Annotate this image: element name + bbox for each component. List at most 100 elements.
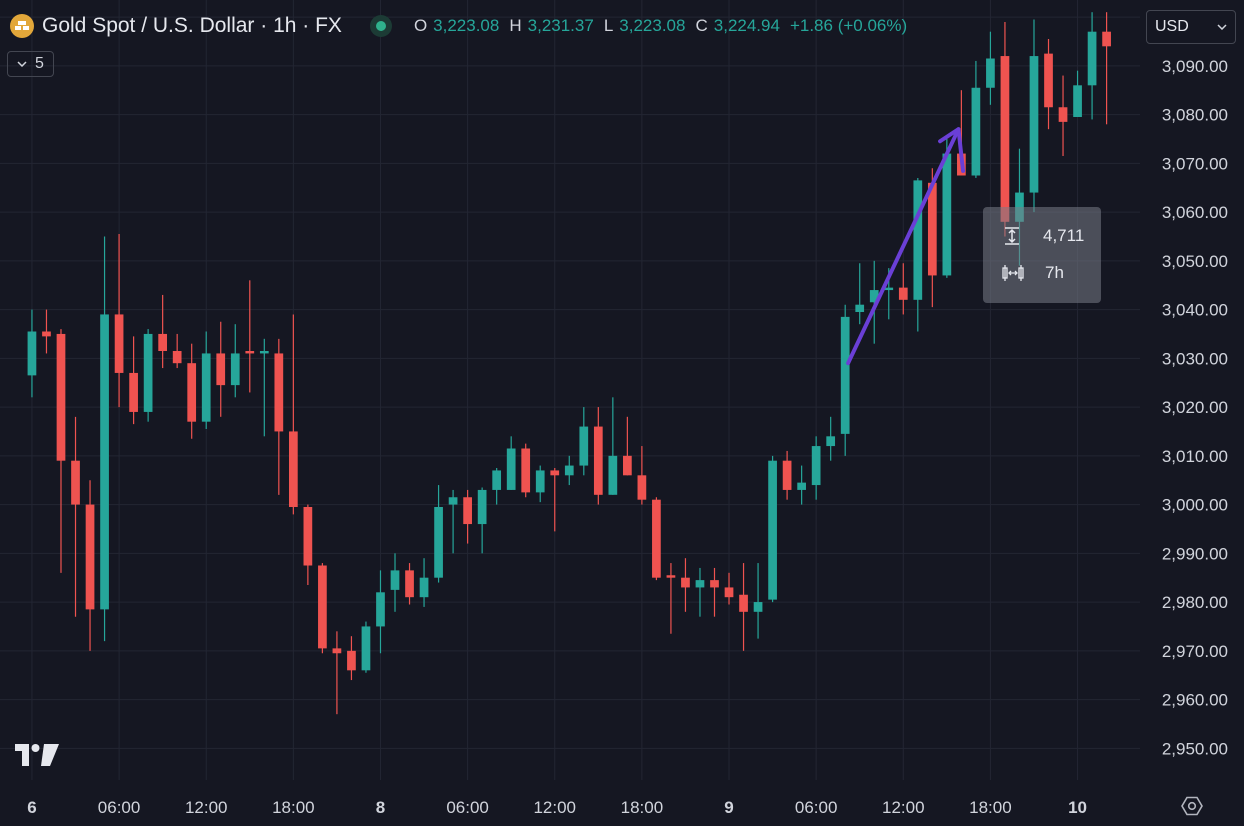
candle-body: [521, 448, 531, 493]
candle-body: [710, 580, 719, 588]
ohlc-low-value: 3,223.08: [619, 16, 686, 35]
candle-body: [405, 570, 414, 598]
y-tick-label: 3,020.00: [1162, 398, 1228, 417]
candle-body: [230, 353, 240, 386]
candle-body: [1087, 31, 1097, 86]
candle-body: [535, 470, 545, 493]
candle-body: [739, 594, 748, 612]
candle-body: [1000, 56, 1010, 222]
candle-body: [593, 426, 603, 495]
candle-body: [1102, 31, 1111, 47]
candle-body: [579, 426, 589, 466]
measure-time-range: 7h: [1045, 263, 1064, 282]
ohlc-close-value: 3,224.94: [713, 16, 780, 35]
x-tick-label: 6: [27, 798, 36, 817]
chart-header: Gold Spot / U.S. Dollar · 1h · FX O 3,223…: [10, 12, 907, 40]
candle-body: [884, 287, 894, 291]
candle-body: [347, 650, 356, 671]
y-tick-label: 2,980.00: [1162, 593, 1228, 612]
candle-body: [303, 507, 313, 566]
candle-body: [550, 470, 560, 476]
x-tick-label: 06:00: [98, 798, 141, 817]
candle-body: [172, 351, 182, 364]
measure-tooltip: 4,711 7h: [983, 207, 1101, 303]
y-tick-label: 3,030.00: [1162, 349, 1228, 368]
candle-body: [840, 316, 850, 434]
candle-body: [477, 489, 487, 525]
candle-body: [332, 648, 342, 654]
y-tick-label: 3,000.00: [1162, 496, 1228, 515]
candle-body: [42, 331, 51, 337]
y-tick-label: 3,060.00: [1162, 203, 1228, 222]
candle-body: [652, 499, 661, 578]
candle-body: [724, 587, 734, 598]
candle-body: [158, 333, 168, 351]
x-tick-label: 06:00: [446, 798, 489, 817]
candle-body: [390, 570, 400, 590]
x-tick-label: 06:00: [795, 798, 838, 817]
x-tick-label: 18:00: [621, 798, 664, 817]
x-tick-label: 10: [1068, 798, 1087, 817]
candle-body: [419, 577, 429, 598]
candle-body: [448, 497, 458, 505]
tradingview-logo-icon[interactable]: [14, 742, 60, 768]
candle-body: [1044, 53, 1053, 108]
currency-label: USD: [1155, 18, 1189, 35]
y-tick-label: 2,950.00: [1162, 739, 1228, 758]
chevron-down-icon: [17, 61, 27, 67]
y-tick-label: 3,090.00: [1162, 57, 1228, 76]
candle-body: [143, 333, 153, 412]
indicators-toggle-button[interactable]: 5: [7, 51, 54, 77]
gold-bars-icon: [10, 14, 34, 38]
candle-body: [434, 507, 443, 578]
chevron-down-icon: [1217, 24, 1227, 30]
candle-body: [971, 87, 981, 176]
price-change: +1.86 (+0.06%): [789, 16, 908, 35]
market-status-icon[interactable]: [369, 15, 392, 37]
candle-body: [666, 575, 676, 578]
candle-body: [564, 465, 574, 476]
indicators-count: 5: [35, 55, 44, 72]
candle-body: [318, 565, 327, 649]
candle-body: [855, 304, 865, 312]
candle-body: [27, 331, 37, 376]
symbol-title[interactable]: Gold Spot / U.S. Dollar · 1h · FX: [42, 14, 342, 37]
y-tick-label: 3,010.00: [1162, 447, 1228, 466]
candle-body: [898, 287, 908, 300]
ohlc-close-key: C: [695, 16, 708, 35]
candle-body: [913, 180, 923, 300]
candle-body: [637, 475, 647, 500]
candle-body: [506, 448, 516, 490]
candle-body: [187, 363, 197, 422]
candle-body: [85, 504, 95, 610]
x-tick-label: 9: [724, 798, 733, 817]
ohlc-open-value: 3,223.08: [433, 16, 500, 35]
x-tick-label: 12:00: [533, 798, 576, 817]
settings-gear-icon[interactable]: [1180, 794, 1204, 818]
candle-body: [100, 314, 109, 610]
candle-body: [259, 351, 269, 354]
candle-body: [114, 314, 124, 373]
candle-body: [71, 460, 80, 505]
x-tick-label: 18:00: [969, 798, 1012, 817]
trend-arrow-head-icon: [938, 127, 966, 173]
candle-body: [695, 580, 705, 588]
candle-body: [768, 460, 777, 600]
candle-body: [376, 592, 385, 627]
candle-body: [361, 626, 371, 671]
y-tick-label: 2,990.00: [1162, 544, 1228, 563]
candle-body: [1029, 56, 1039, 193]
candle-body: [274, 353, 284, 432]
y-tick-label: 3,040.00: [1162, 301, 1228, 320]
candle-body: [463, 497, 472, 525]
y-tick-label: 3,080.00: [1162, 106, 1228, 125]
candle-body: [288, 431, 298, 507]
ohlc-high-key: H: [509, 16, 522, 35]
measure-price-row: 4,711: [1001, 225, 1084, 247]
currency-selector[interactable]: USD: [1146, 10, 1236, 44]
candle-body: [681, 577, 690, 588]
candle-body: [56, 333, 66, 461]
ohlc-low-key: L: [603, 16, 614, 35]
candle-body: [492, 470, 502, 490]
